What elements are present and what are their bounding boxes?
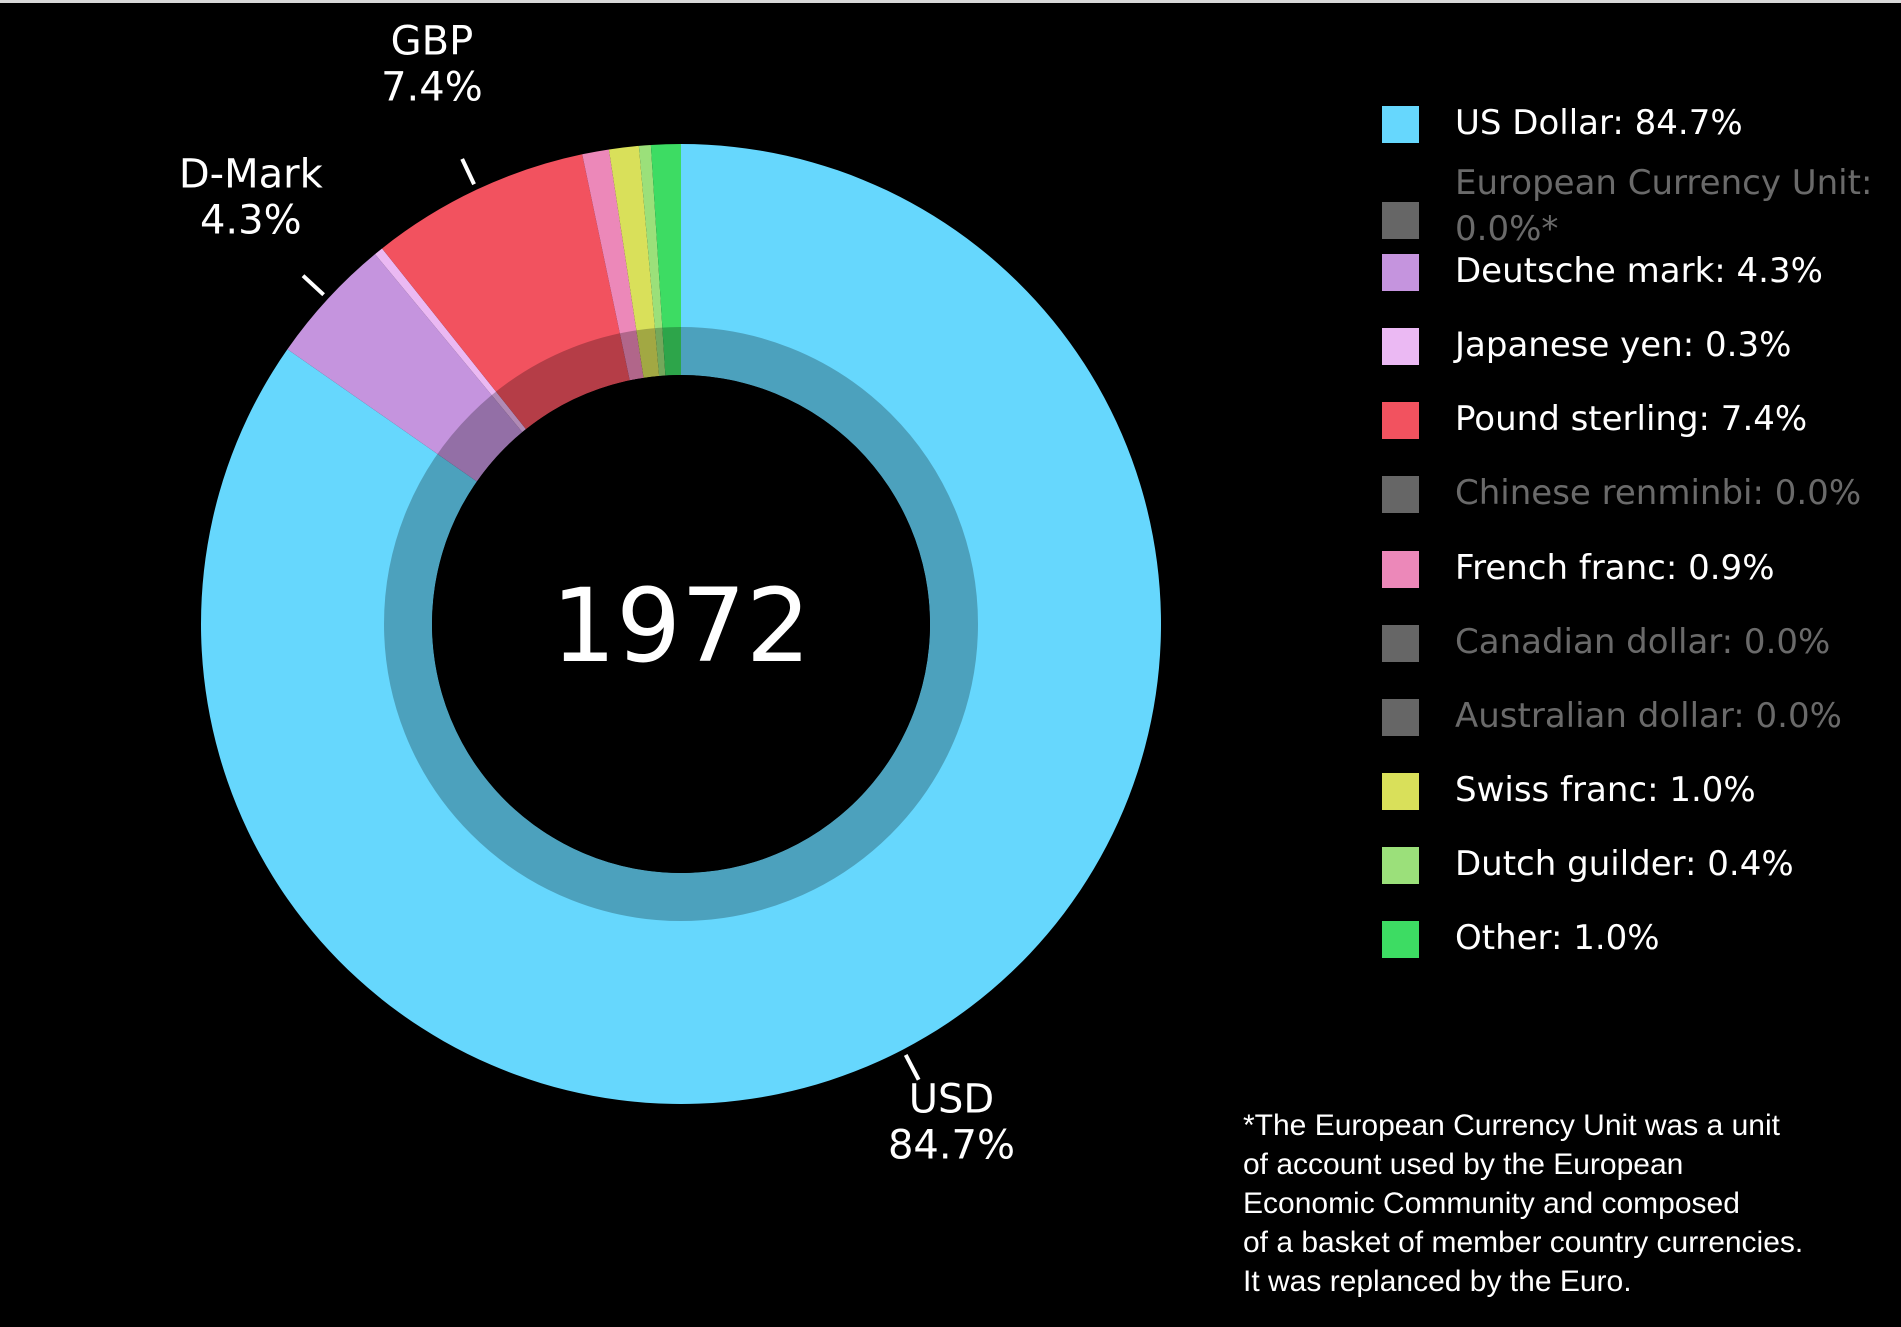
callout-leader-line: [301, 274, 325, 297]
slice-deutsche-mark: [287, 254, 523, 482]
legend-label: Canadian dollar: 0.0%: [1455, 622, 1831, 662]
legend-label: Deutsche mark: 4.3%: [1455, 251, 1823, 291]
legend-swatch: [1382, 254, 1419, 291]
callout-leader-line: [903, 1054, 921, 1081]
legend-swatch: [1382, 202, 1419, 239]
slices-group: [201, 144, 1162, 1104]
legend-item: Swiss franc: 1.0%: [1382, 770, 1895, 813]
legend-swatch: [1382, 328, 1419, 365]
legend-item: Dutch guilder: 0.4%: [1382, 844, 1895, 887]
callout-label: D-Mark: [179, 152, 324, 198]
slice-swiss-franc: [608, 145, 660, 378]
legend-label: French franc: 0.9%: [1455, 548, 1775, 588]
legend-item: European Currency Unit: 0.0%*: [1382, 163, 1875, 252]
legend-label: Dutch guilder: 0.4%: [1455, 844, 1794, 884]
legend-item: French franc: 0.9%: [1382, 548, 1895, 591]
legend-swatch: [1382, 921, 1419, 958]
callout-label: GBP: [391, 19, 474, 65]
legend-item: US Dollar: 84.7%: [1382, 103, 1895, 146]
footnote-line: Economic Community and composed: [1243, 1187, 1740, 1220]
legend-label: US Dollar: 84.7%: [1455, 103, 1743, 143]
footnote-line: *The European Currency Unit was a unit: [1243, 1109, 1780, 1142]
footnote-line: It was replanced by the Euro.: [1243, 1265, 1632, 1298]
slice-japanese-yen: [375, 248, 526, 433]
slice-us-dollar: [201, 144, 1162, 1104]
legend-item: Chinese renminbi: 0.0%: [1382, 473, 1895, 516]
callout-label: USD: [909, 1077, 994, 1123]
legend-label: Swiss franc: 1.0%: [1455, 770, 1756, 810]
legend-item: Deutsche mark: 4.3%: [1382, 251, 1895, 294]
legend-item: Australian dollar: 0.0%: [1382, 696, 1895, 739]
legend-label: European Currency Unit: 0.0%*: [1455, 163, 1873, 249]
legend-swatch: [1382, 773, 1419, 810]
callout-value: 84.7%: [888, 1123, 1015, 1169]
slice-dutch-guilder: [638, 144, 666, 376]
legend-label: Japanese yen: 0.3%: [1455, 325, 1792, 365]
footnote-line: of account used by the European: [1243, 1148, 1684, 1181]
legend-swatch: [1382, 551, 1419, 588]
legend-swatch: [1382, 699, 1419, 736]
callout-leader-line: [460, 158, 476, 186]
top-border: [0, 0, 1901, 3]
legend-item: Other: 1.0%: [1382, 918, 1895, 961]
donut-hole: [432, 375, 930, 873]
legend-label: Pound sterling: 7.4%: [1455, 399, 1808, 439]
legend-item: Japanese yen: 0.3%: [1382, 325, 1895, 368]
center-year-label: 1972: [551, 567, 811, 686]
legend-swatch: [1382, 106, 1419, 143]
legend-label: Other: 1.0%: [1455, 918, 1660, 958]
footnote-line: of a basket of member country currencies…: [1243, 1226, 1804, 1259]
legend-swatch: [1382, 625, 1419, 662]
legend-label: Chinese renminbi: 0.0%: [1455, 473, 1862, 513]
inner-ring-overlay: [384, 327, 978, 921]
slice-pound-sterling: [382, 154, 630, 430]
footnote: *The European Currency Unit was a unit o…: [1243, 1106, 1803, 1301]
legend-swatch: [1382, 402, 1419, 439]
legend-swatch: [1382, 476, 1419, 513]
legend-item: Canadian dollar: 0.0%: [1382, 622, 1895, 665]
slice-french-franc: [582, 149, 644, 381]
legend-swatch: [1382, 847, 1419, 884]
callout-value: 7.4%: [381, 65, 483, 111]
legend-label: Australian dollar: 0.0%: [1455, 696, 1842, 736]
slice-other: [650, 144, 681, 376]
callout-value: 4.3%: [200, 198, 302, 244]
legend-item: Pound sterling: 7.4%: [1382, 399, 1895, 442]
